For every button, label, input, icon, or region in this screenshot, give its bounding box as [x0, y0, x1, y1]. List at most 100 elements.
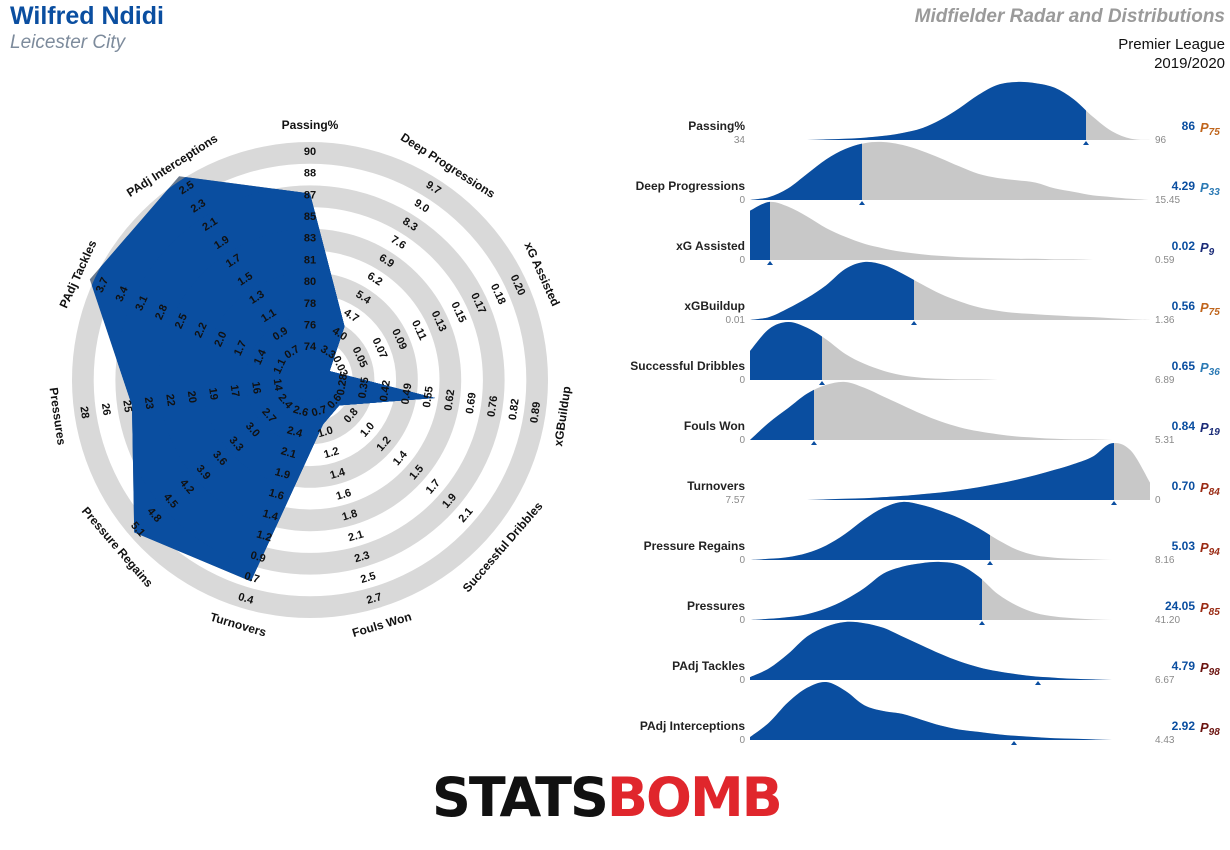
dist-value-marker: [819, 381, 825, 385]
dist-value-label: 0.56: [1172, 299, 1196, 313]
team-name: Leicester City: [10, 32, 126, 53]
dist-percentile-value: 75: [1209, 127, 1221, 138]
dist-area-blue: [750, 389, 814, 440]
radar-tick-label: 2.3: [353, 549, 371, 565]
dist-metric-label: PAdj Interceptions: [640, 719, 745, 733]
dist-percentile-value: 94: [1209, 547, 1221, 558]
dist-area-blue: [750, 143, 862, 200]
radar-tick-label: 0.55: [421, 386, 436, 409]
dist-value-label: 0.02: [1172, 239, 1196, 253]
dist-max-label: 5.31: [1155, 435, 1175, 446]
radar-tick-label: 20: [185, 390, 199, 404]
dist-min-label: 0: [739, 435, 745, 446]
radar-tick-label: 85: [304, 211, 316, 223]
radar-metric-label: xGBuildup: [551, 385, 574, 447]
radar-tick-label: 16: [249, 381, 263, 395]
radar-tick-label: 87: [304, 189, 316, 201]
radar-tick-label: 17: [228, 384, 242, 398]
dist-percentile-label: P75: [1200, 120, 1220, 138]
dist-value-marker: [1035, 681, 1041, 685]
logo-text-bomb: BOMB: [606, 766, 783, 829]
dist-area-blue: [750, 501, 990, 560]
dist-percentile-label: P94: [1200, 540, 1220, 558]
dist-area-blue: [750, 81, 1086, 141]
radar-metric-label: Turnovers: [209, 610, 269, 640]
dist-value-label: 4.79: [1172, 659, 1196, 673]
dist-min-label: 0: [739, 675, 745, 686]
dist-percentile-label: P9: [1200, 240, 1215, 258]
dist-percentile-value: 84: [1209, 487, 1221, 498]
radar-metric-label: Fouls Won: [351, 609, 414, 640]
dist-max-label: 96: [1155, 135, 1167, 146]
dist-percentile-value: 36: [1209, 367, 1221, 378]
radar-tick-label: 2.4: [286, 424, 305, 440]
dist-max-label: 15.45: [1155, 195, 1180, 206]
dist-value-label: 24.05: [1165, 599, 1195, 613]
dist-area-blue: [750, 621, 1150, 681]
dist-value-label: 0.84: [1172, 419, 1196, 433]
radar-tick-label: 22: [163, 393, 177, 407]
dist-percentile-label: P19: [1200, 420, 1220, 438]
dist-max-label: 6.89: [1155, 375, 1175, 386]
dist-max-label: 6.67: [1155, 675, 1175, 686]
dist-max-label: 8.16: [1155, 555, 1175, 566]
statsbomb-logo: STATSBOMB: [432, 766, 783, 829]
dist-metric-label: Passing%: [688, 119, 745, 133]
dist-percentile-label: P84: [1200, 480, 1220, 498]
dist-percentile-label: P36: [1200, 360, 1220, 378]
radar-chart: 74767880818385878890Passing%3.34.04.75.4…: [47, 118, 574, 640]
dist-value-marker: [1111, 501, 1117, 505]
radar-tick-label: 1.4: [261, 508, 280, 524]
dist-metric-label: Turnovers: [687, 479, 745, 493]
radar-tick-label: 2.2: [193, 321, 210, 340]
radar-tick-label: 2.8: [153, 303, 170, 322]
dist-percentile-value: 98: [1209, 727, 1221, 738]
dist-value-label: 2.92: [1172, 719, 1196, 733]
radar-tick-label: 74: [304, 341, 317, 353]
radar-tick-label: 2.5: [173, 312, 190, 331]
dist-area-gray: [750, 381, 1150, 441]
radar-tick-label: 23: [142, 396, 156, 410]
dist-value-marker: [767, 261, 773, 265]
radar-tick-label: 2.0: [212, 330, 229, 349]
dist-percentile-value: 19: [1209, 427, 1221, 438]
logo-text-stats: STATS: [432, 766, 609, 829]
radar-tick-label: 80: [304, 276, 316, 288]
dist-area-blue: [750, 201, 770, 260]
radar-tick-label: 81: [304, 254, 316, 266]
radar-tick-label: 2.1: [347, 528, 365, 544]
dist-value-marker: [979, 621, 985, 625]
radar-tick-label: 76: [304, 319, 316, 331]
dist-max-label: 0.59: [1155, 255, 1175, 266]
dist-min-label: 0: [739, 735, 745, 746]
dist-value-marker: [1011, 741, 1017, 745]
dist-min-label: 0: [739, 375, 745, 386]
dist-min-label: 7.57: [726, 495, 746, 506]
dist-percentile-label: P98: [1200, 720, 1220, 738]
dist-max-label: 41.20: [1155, 615, 1180, 626]
dist-min-label: 0: [739, 255, 745, 266]
dist-area-gray: [750, 321, 1150, 381]
radar-tick-label: 83: [304, 233, 316, 245]
dist-min-label: 0: [739, 195, 745, 206]
dist-metric-label: Successful Dribbles: [630, 359, 745, 373]
radar-tick-label: 1.4: [329, 466, 348, 482]
radar-tick-label: 0.35: [357, 376, 372, 399]
dist-value-marker: [911, 321, 917, 325]
dist-value-label: 0.70: [1172, 479, 1196, 493]
dist-metric-label: Deep Progressions: [636, 179, 746, 193]
dist-value-marker: [987, 561, 993, 565]
dist-max-label: 0: [1155, 495, 1161, 506]
radar-tick-label: 1.0: [316, 424, 334, 440]
season-label: 2019/2020: [1154, 55, 1225, 72]
dist-metric-label: Pressure Regains: [644, 539, 746, 553]
radar-tick-label: 1.6: [267, 487, 285, 503]
radar-tick-label: 14: [271, 378, 285, 393]
dist-area-blue: [750, 442, 1114, 501]
radar-tick-label: 28: [77, 406, 91, 420]
dist-percentile-label: P85: [1200, 600, 1220, 618]
dist-percentile-label: P75: [1200, 300, 1220, 318]
radar-tick-label: 88: [304, 168, 316, 180]
radar-tick-label: 0.76: [485, 395, 500, 418]
dist-percentile-value: 85: [1209, 607, 1221, 618]
